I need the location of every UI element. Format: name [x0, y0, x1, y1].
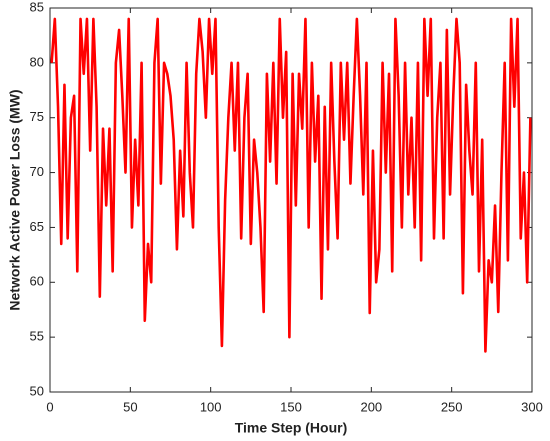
x-tick-label: 200: [360, 399, 382, 414]
x-tick-label: 150: [280, 399, 302, 414]
y-tick-label: 50: [30, 383, 44, 398]
y-tick-label: 55: [30, 329, 44, 344]
x-axis-label: Time Step (Hour): [235, 420, 348, 436]
y-tick-label: 75: [30, 109, 44, 124]
y-tick-label: 60: [30, 274, 44, 289]
y-tick-label: 85: [30, 0, 44, 14]
axes-box: [49, 7, 533, 393]
x-tick-label: 50: [123, 399, 137, 414]
y-tick-label: 70: [30, 164, 44, 179]
y-tick-label: 80: [30, 54, 44, 69]
x-tick-label: 100: [200, 399, 222, 414]
x-tick-label: 0: [46, 399, 53, 414]
x-tick-label: 250: [441, 399, 463, 414]
x-tick-label: 300: [521, 399, 543, 414]
y-axis-label: Network Active Power Loss (MW): [7, 89, 23, 310]
y-tick-label: 65: [30, 219, 44, 234]
data-line: [50, 17, 532, 353]
